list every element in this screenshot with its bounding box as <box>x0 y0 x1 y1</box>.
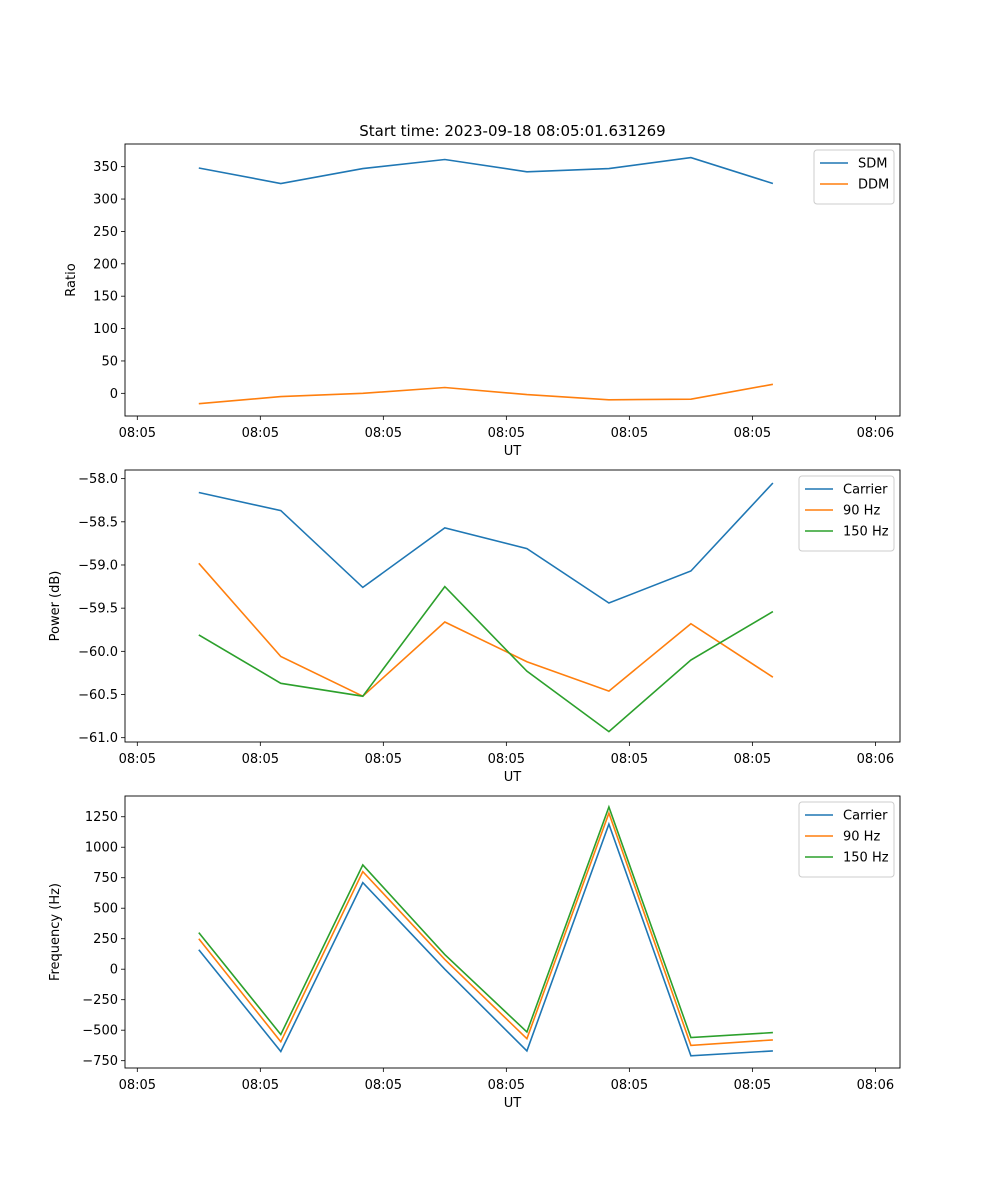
legend-box <box>798 475 895 552</box>
x-tick-label: 08:05 <box>365 752 402 767</box>
y-tick-label: 250 <box>93 932 118 947</box>
x-tick-label: 08:05 <box>365 426 402 441</box>
y-tick-label: −59.5 <box>78 602 118 617</box>
y-tick-label: −59.0 <box>78 558 118 573</box>
y-tick-label: 0 <box>110 963 118 978</box>
y-tick-label: 100 <box>93 322 118 337</box>
x-tick-label: 08:05 <box>242 1078 279 1093</box>
legend-label: 90 Hz <box>843 830 880 845</box>
legend-label: 90 Hz <box>843 504 880 519</box>
x-tick-label: 08:06 <box>857 426 894 441</box>
legend-label: 150 Hz <box>843 525 889 540</box>
series-line-sdm <box>198 156 774 185</box>
series-line-carrier <box>198 482 774 604</box>
x-tick-label: 08:05 <box>611 426 648 441</box>
series-line-90-hz <box>198 810 773 1047</box>
x-axis-label: UT <box>504 1096 522 1111</box>
x-tick-label: 08:05 <box>365 1078 402 1093</box>
y-tick-label: 1250 <box>85 810 118 825</box>
x-axis-label: UT <box>504 444 522 459</box>
legend-box <box>798 801 895 878</box>
x-tick-label: 08:05 <box>119 426 156 441</box>
y-tick-label: 750 <box>93 871 118 886</box>
chart-panel-0: 0 50 100 150 200 250 300 350 08:05 08:05 08:05 08:0… <box>64 143 901 459</box>
y-tick-label: 200 <box>93 257 118 272</box>
plot-frame <box>124 143 901 417</box>
legend: Carrier 90 Hz 150 Hz <box>798 475 895 552</box>
series-line-150-hz <box>198 804 773 1039</box>
series-line-150-hz <box>198 585 774 733</box>
x-tick-label: 08:05 <box>119 1078 156 1093</box>
legend: Carrier 90 Hz 150 Hz <box>798 801 895 878</box>
y-tick-label: 250 <box>93 225 118 240</box>
x-tick-label: 08:06 <box>857 752 894 767</box>
y-tick-label: 500 <box>93 902 118 917</box>
y-tick-label: 1000 <box>85 841 118 856</box>
legend-label: Carrier <box>843 483 888 498</box>
x-tick-label: 08:05 <box>242 752 279 767</box>
legend-label: SDM <box>858 157 887 172</box>
y-tick-label: −750 <box>82 1054 118 1069</box>
chart-panel-2: −750 −500 −250 0 250 500 750 1000 1250 08:05 08:05… <box>48 795 901 1111</box>
x-tick-label: 08:05 <box>488 426 525 441</box>
y-tick-label: 50 <box>101 354 118 369</box>
y-axis-label: Frequency (Hz) <box>48 883 63 981</box>
chart-title: Start time: 2023-09-18 08:05:01.631269 <box>359 122 665 140</box>
series-line-carrier <box>198 821 773 1057</box>
x-tick-label: 08:05 <box>611 752 648 767</box>
y-tick-label: −500 <box>82 1024 118 1039</box>
x-tick-label: 08:05 <box>734 426 771 441</box>
plot-frame <box>124 469 901 743</box>
x-tick-label: 08:05 <box>488 752 525 767</box>
x-axis-label: UT <box>504 770 522 785</box>
x-tick-label: 08:06 <box>857 1078 894 1093</box>
y-tick-label: −58.5 <box>78 515 118 530</box>
series-line-ddm <box>198 383 774 405</box>
x-tick-label: 08:05 <box>488 1078 525 1093</box>
legend: SDM DDM <box>813 149 895 205</box>
y-tick-label: 0 <box>110 387 118 402</box>
y-tick-label: 350 <box>93 160 118 175</box>
y-tick-label: −61.0 <box>78 731 118 746</box>
y-tick-label: 150 <box>93 290 118 305</box>
y-tick-label: −58.0 <box>78 472 118 487</box>
series-line-90-hz <box>198 562 774 698</box>
x-tick-label: 08:05 <box>119 752 156 767</box>
y-axis-label: Ratio <box>64 263 79 296</box>
plot-frame <box>124 795 901 1069</box>
y-tick-label: 300 <box>93 193 118 208</box>
y-tick-label: −60.5 <box>78 688 118 703</box>
legend-label: 150 Hz <box>843 851 889 866</box>
y-tick-label: −250 <box>82 993 118 1008</box>
x-tick-label: 08:05 <box>734 752 771 767</box>
legend-label: DDM <box>858 178 889 193</box>
chart-panel-1: −58.0−58.5−59.0−59.5−60.0−60.5−61.008:05… <box>48 469 901 785</box>
legend-label: Carrier <box>843 809 888 824</box>
y-axis-label: Power (dB) <box>48 571 63 642</box>
x-tick-label: 08:05 <box>242 426 279 441</box>
x-tick-label: 08:05 <box>734 1078 771 1093</box>
x-tick-label: 08:05 <box>611 1078 648 1093</box>
y-tick-label: −60.0 <box>78 645 118 660</box>
